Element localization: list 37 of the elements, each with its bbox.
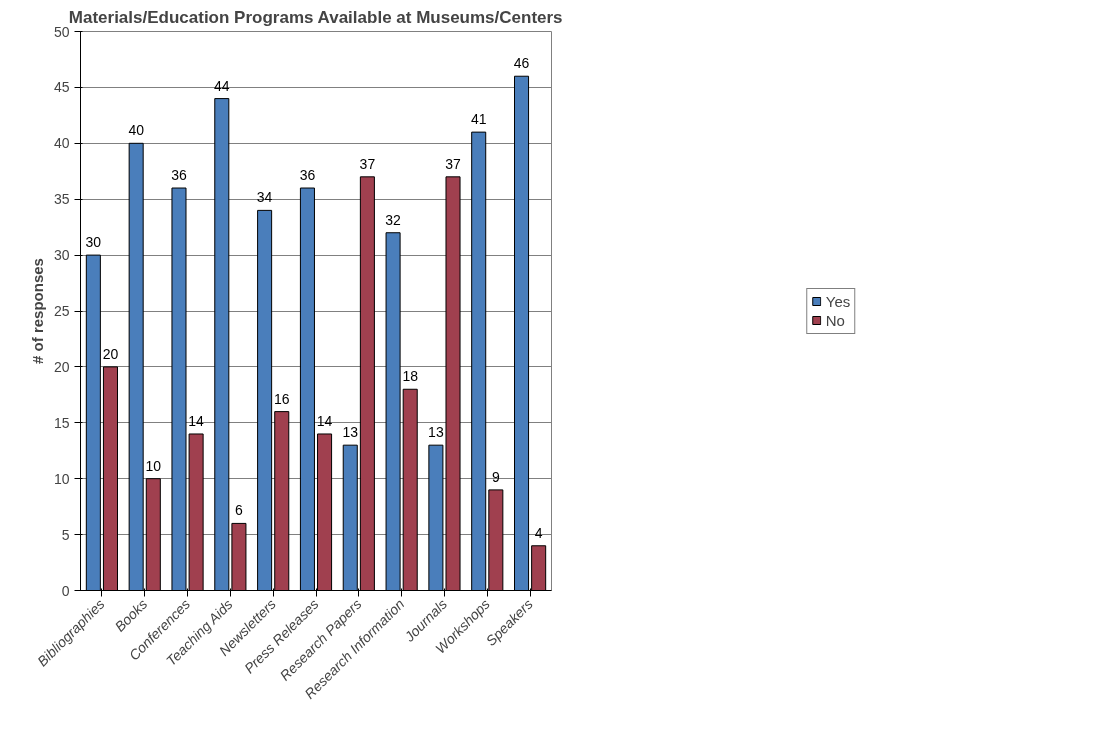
data-label: 34 [256,189,273,206]
data-label: 16 [273,390,290,407]
data-label: 6 [235,502,244,519]
y-tick-label: 0 [61,582,70,599]
data-label: 32 [385,211,402,228]
y-tick-label: 30 [53,247,70,264]
data-label: 20 [102,345,119,362]
y-tick-label: 15 [53,414,70,431]
data-label: 37 [445,155,462,172]
y-tick-label: 5 [61,526,70,543]
data-label: 18 [402,368,419,385]
legend-label: No [825,311,846,329]
data-label: 41 [470,111,487,128]
data-label: 40 [128,122,145,139]
data-label: 10 [145,457,162,474]
data-label: 14 [188,412,205,429]
legend-label: Yes [825,292,851,310]
data-label: 37 [359,155,376,172]
y-tick-label: 35 [53,191,70,208]
y-tick-label: 50 [53,23,70,40]
y-axis-title: # of responses [28,258,46,364]
data-label: 4 [534,524,543,541]
y-tick-label: 25 [53,303,70,319]
chart-title: Materials/Education Programs Available at Museums/Centers [68,7,563,27]
data-label: 13 [342,424,359,441]
data-label: 46 [513,55,530,72]
data-label: 36 [299,167,316,184]
y-tick-label: 40 [53,135,70,152]
data-label: 36 [171,167,187,184]
data-label: 9 [491,468,500,485]
y-tick-label: 45 [53,79,70,96]
data-label: 13 [428,424,444,441]
y-tick-label: 20 [53,358,70,375]
data-label: 14 [316,412,333,429]
y-tick-label: 10 [53,470,70,487]
data-label: 30 [85,234,102,251]
data-label: 44 [214,77,230,94]
